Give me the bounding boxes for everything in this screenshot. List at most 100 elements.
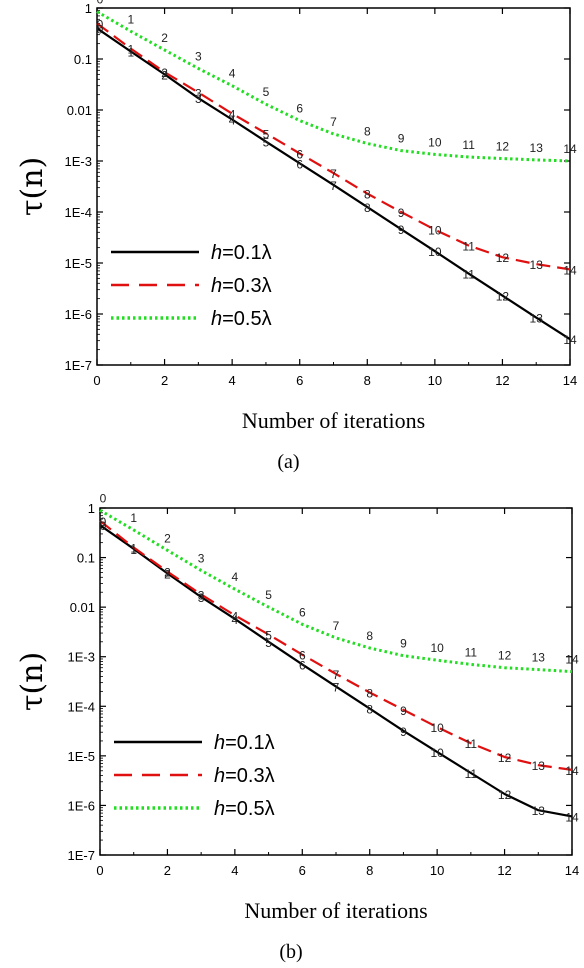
x-tick-label: 12 xyxy=(497,863,511,878)
point-label: 6 xyxy=(296,102,303,116)
point-label: 10 xyxy=(428,224,442,238)
point-label: 9 xyxy=(400,725,407,739)
y-tick-label: 0.01 xyxy=(70,600,95,615)
x-tick-label: 0 xyxy=(96,863,103,878)
legend-var: h xyxy=(214,732,225,754)
x-tick-label: 4 xyxy=(231,863,238,878)
series-line-2 xyxy=(99,509,573,674)
x-tick-label: 14 xyxy=(563,373,577,388)
point-label: 0 xyxy=(100,515,107,529)
x-axis-label: Number of iterations xyxy=(242,408,425,433)
point-label: 7 xyxy=(330,167,337,181)
point-label: 7 xyxy=(330,179,337,193)
panel-caption: (a) xyxy=(277,451,299,473)
point-label: 6 xyxy=(296,157,303,171)
y-axis-label: τ(n) xyxy=(15,652,50,711)
point-label: 5 xyxy=(265,629,272,643)
y-tick-label: 0.1 xyxy=(77,551,95,566)
point-label: 2 xyxy=(161,68,168,82)
point-label: 12 xyxy=(496,139,510,153)
legend-label-2: h=0.5λ xyxy=(214,798,275,820)
x-tick-label: 8 xyxy=(364,373,371,388)
point-label: 11 xyxy=(465,737,478,751)
point-label: 6 xyxy=(296,148,303,162)
series-line-0 xyxy=(99,524,573,818)
y-tick-label: 1E-5 xyxy=(68,749,95,764)
point-label: 1 xyxy=(130,543,137,557)
point-label: 1 xyxy=(130,541,137,555)
point-label: 2 xyxy=(164,531,171,545)
point-label: 14 xyxy=(565,764,579,778)
point-label: 5 xyxy=(265,588,272,602)
point-label: 10 xyxy=(430,721,444,735)
point-label: 4 xyxy=(232,613,239,627)
y-tick-label: 1E-7 xyxy=(68,848,95,863)
legend-value: =0.3λ xyxy=(225,765,274,787)
x-tick-label: 12 xyxy=(495,373,509,388)
y-tick-label: 1E-7 xyxy=(65,358,92,373)
legend-value: =0.1λ xyxy=(225,732,274,754)
legend-value: =0.5λ xyxy=(222,308,271,330)
x-tick-label: 0 xyxy=(93,373,100,388)
point-label: 0 xyxy=(100,519,107,533)
series-line-1 xyxy=(96,22,571,271)
point-label: 9 xyxy=(398,223,405,237)
point-label: 12 xyxy=(496,251,510,265)
point-label: 8 xyxy=(364,125,371,139)
point-label: 11 xyxy=(462,268,475,282)
point-label: 4 xyxy=(229,108,236,122)
point-label: 3 xyxy=(195,87,202,101)
point-label: 8 xyxy=(366,703,373,717)
x-tick-label: 6 xyxy=(296,373,303,388)
point-label: 11 xyxy=(462,240,475,254)
point-label: 3 xyxy=(195,50,202,64)
point-label: 7 xyxy=(333,668,340,682)
point-label: 4 xyxy=(232,609,239,623)
x-tick-label: 8 xyxy=(366,863,373,878)
point-label: 7 xyxy=(333,619,340,633)
legend-label-1: h=0.3λ xyxy=(214,765,275,787)
x-tick-label: 2 xyxy=(161,373,168,388)
series-line-0 xyxy=(96,27,571,341)
point-label: 10 xyxy=(430,746,444,760)
legend-value: =0.3λ xyxy=(222,275,271,297)
point-label: 8 xyxy=(364,188,371,202)
x-tick-label: 4 xyxy=(229,373,236,388)
legend-label-1: h=0.3λ xyxy=(211,275,272,297)
point-label: 10 xyxy=(428,135,442,149)
point-label: 8 xyxy=(366,686,373,700)
point-label: 10 xyxy=(428,245,442,259)
y-tick-label: 1E-6 xyxy=(68,798,95,813)
y-tick-label: 1 xyxy=(85,1,92,16)
point-label: 2 xyxy=(164,566,171,580)
point-label: 0 xyxy=(100,491,107,505)
point-label: 9 xyxy=(400,704,407,718)
point-label: 14 xyxy=(563,142,577,156)
point-label: 8 xyxy=(366,629,373,643)
point-label: 9 xyxy=(398,206,405,220)
point-label: 13 xyxy=(530,258,544,272)
point-label: 3 xyxy=(195,92,202,106)
point-label: 12 xyxy=(496,290,510,304)
point-label: 14 xyxy=(565,653,579,667)
point-label: 13 xyxy=(530,141,544,155)
point-label: 4 xyxy=(229,114,236,128)
point-label: 13 xyxy=(532,804,546,818)
legend-label-0: h=0.1λ xyxy=(211,242,272,264)
point-label: 5 xyxy=(263,127,270,141)
point-label: 3 xyxy=(198,588,205,602)
point-label: 1 xyxy=(130,511,137,525)
point-label: 5 xyxy=(265,636,272,650)
legend-var: h xyxy=(211,308,222,330)
y-tick-label: 0.1 xyxy=(74,52,92,67)
point-label: 6 xyxy=(299,605,306,619)
point-label: 14 xyxy=(563,333,577,347)
point-label: 10 xyxy=(430,641,444,655)
point-label: 1 xyxy=(127,46,134,60)
point-label: 14 xyxy=(563,263,577,277)
legend-value: =0.1λ xyxy=(222,242,271,264)
y-axis-label: τ(n) xyxy=(15,157,50,216)
point-label: 0 xyxy=(97,17,104,31)
point-label: 9 xyxy=(400,637,407,651)
point-label: 11 xyxy=(462,138,475,152)
